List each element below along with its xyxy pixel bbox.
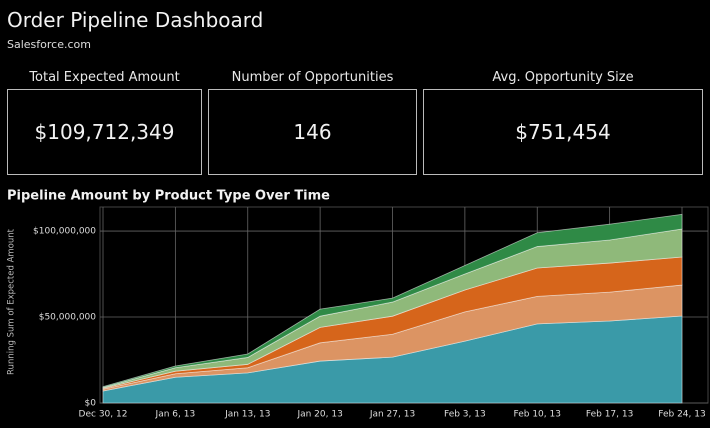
y-tick-label: $50,000,000	[39, 313, 97, 323]
x-tick-label: Feb 17, 13	[586, 410, 633, 420]
kpi-label: Total Expected Amount	[29, 70, 180, 85]
x-tick-label: Jan 6, 13	[155, 410, 196, 420]
kpi-value: $751,454	[423, 89, 703, 175]
chart-title: Pipeline Amount by Product Type Over Tim…	[7, 189, 330, 204]
kpi-label: Avg. Opportunity Size	[492, 70, 634, 85]
dashboard-title: Order Pipeline Dashboard	[7, 8, 264, 32]
kpi-label: Number of Opportunities	[231, 70, 394, 85]
x-tick-label: Dec 30, 12	[79, 410, 128, 420]
area-layer	[102, 213, 683, 389]
x-tick-label: Feb 10, 13	[514, 410, 561, 420]
x-tick-label: Jan 20, 13	[296, 410, 342, 420]
chart: Pipeline Amount by Product Type Over Tim…	[7, 189, 709, 420]
dashboard-subtitle: Salesforce.com	[7, 38, 91, 51]
x-tick-label: Jan 13, 13	[224, 410, 270, 420]
y-tick-label: $100,000,000	[33, 227, 96, 237]
y-axis-label: Running Sum of Expected Amount	[7, 228, 17, 375]
x-tick-label: Jan 27, 13	[369, 410, 415, 420]
y-tick-label: $0	[85, 399, 97, 409]
x-tick-label: Feb 3, 13	[444, 410, 486, 420]
x-tick-label: Feb 24, 13	[658, 410, 705, 420]
kpi-value: 146	[208, 89, 417, 175]
kpi-value: $109,712,349	[7, 89, 202, 175]
